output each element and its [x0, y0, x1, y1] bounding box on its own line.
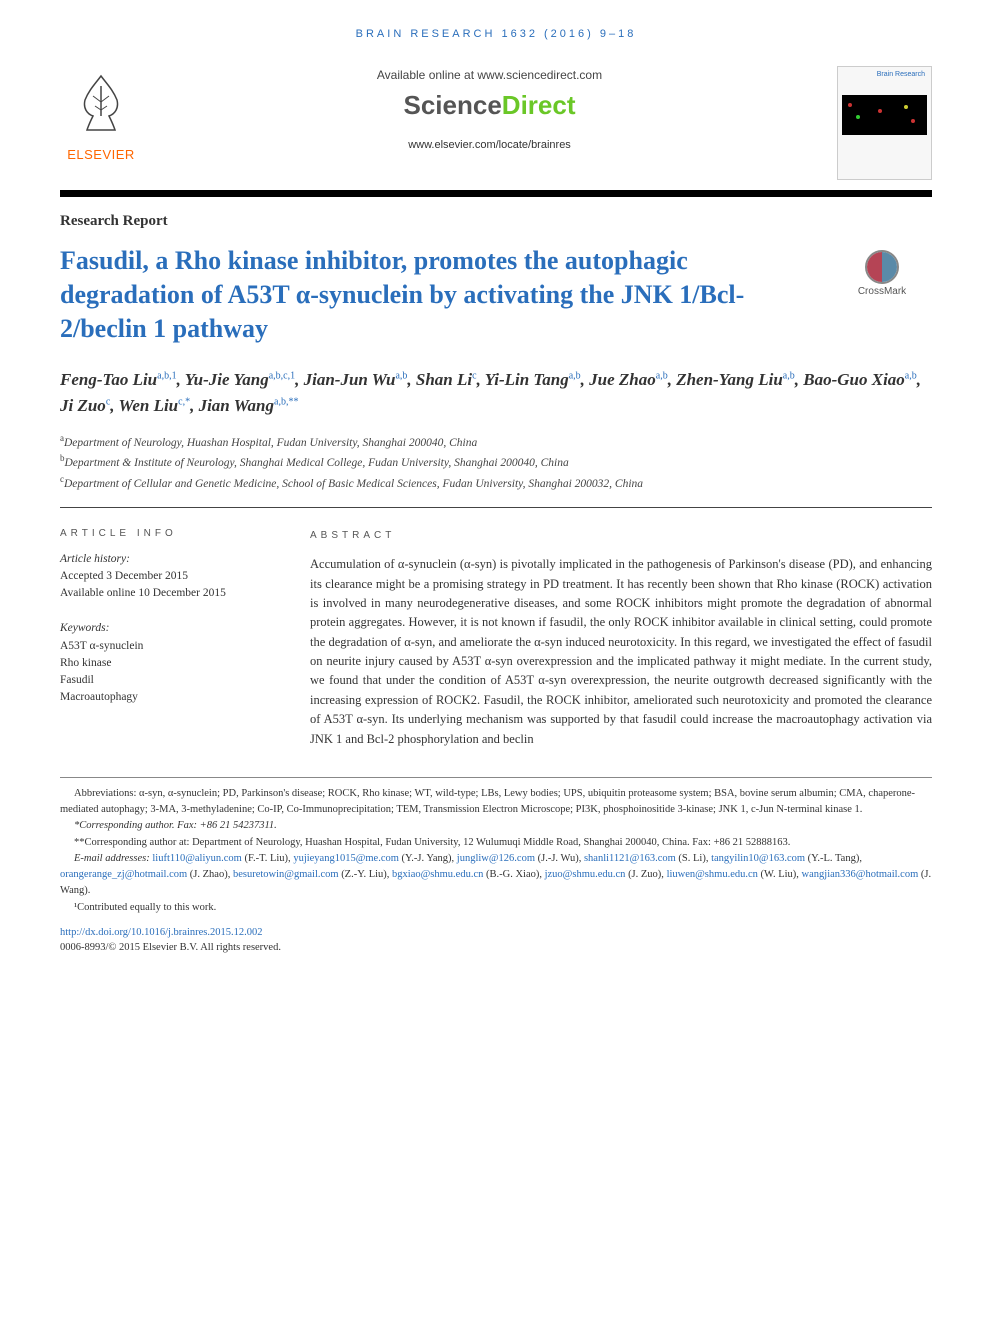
cover-journal-title: Brain Research [877, 71, 925, 78]
sciencedirect-logo: ScienceDirect [160, 90, 819, 121]
available-online-line: Available online at www.sciencedirect.co… [160, 68, 819, 82]
abstract-heading: ABSTRACT [310, 528, 932, 544]
email-link[interactable]: liuft110@aliyun.com [152, 853, 241, 864]
keyword: Fasudil [60, 672, 280, 689]
email-link[interactable]: bgxiao@shmu.edu.cn [392, 869, 483, 880]
email-link[interactable]: wangjian336@hotmail.com [802, 869, 919, 880]
affiliations: aDepartment of Neurology, Huashan Hospit… [60, 432, 932, 492]
article-history: Article history: Accepted 3 December 201… [60, 551, 280, 603]
info-abstract-row: ARTICLE INFO Article history: Accepted 3… [60, 528, 932, 749]
copyright-line: 0006-8993/© 2015 Elsevier B.V. All right… [60, 941, 932, 956]
doi-copyright: http://dx.doi.org/10.1016/j.brainres.201… [60, 926, 932, 955]
email-link[interactable]: tangyilin10@163.com [711, 853, 805, 864]
elsevier-wordmark: ELSEVIER [60, 147, 142, 162]
title-row: Fasudil, a Rho kinase inhibitor, promote… [60, 244, 932, 345]
sd-logo-right: Direct [502, 90, 576, 120]
journal-cover: Brain Research [837, 66, 932, 180]
abstract-text: Accumulation of α-synuclein (α-syn) is p… [310, 555, 932, 749]
journal-homepage-url: www.elsevier.com/locate/brainres [160, 139, 819, 151]
email-link[interactable]: orangerange_zj@hotmail.com [60, 869, 187, 880]
keywords-label: Keywords: [60, 620, 280, 637]
footnotes: Abbreviations: α-syn, α-synuclein; PD, P… [60, 786, 932, 916]
running-head: BRAIN RESEARCH 1632 (2016) 9–18 [60, 28, 932, 40]
corresponding-author-1: *Corresponding author. Fax: +86 21 54237… [60, 818, 932, 834]
email-link[interactable]: yujieyang1015@me.com [293, 853, 399, 864]
accepted-date: Accepted 3 December 2015 [60, 568, 280, 585]
email-link[interactable]: jungliw@126.com [457, 853, 535, 864]
abstract-column: ABSTRACT Accumulation of α-synuclein (α-… [310, 528, 932, 749]
keywords-block: Keywords: A53T α-synucleinRho kinaseFasu… [60, 620, 280, 706]
elsevier-logo: ELSEVIER [60, 66, 142, 162]
crossmark-icon [865, 250, 899, 284]
crossmark-badge[interactable]: CrossMark [832, 244, 932, 345]
doi-link[interactable]: http://dx.doi.org/10.1016/j.brainres.201… [60, 927, 263, 938]
masthead: ELSEVIER Available online at www.science… [60, 66, 932, 180]
masthead-center: Available online at www.sciencedirect.co… [160, 66, 819, 151]
header-rule [60, 190, 932, 197]
elsevier-tree-icon [65, 66, 137, 138]
email-link[interactable]: besuretowin@gmail.com [233, 869, 339, 880]
affiliation: bDepartment & Institute of Neurology, Sh… [60, 452, 932, 472]
crossmark-label: CrossMark [832, 286, 932, 297]
email-link[interactable]: shanli1121@163.com [584, 853, 676, 864]
keyword: Macroautophagy [60, 689, 280, 706]
footnote-rule [60, 777, 932, 778]
journal-cover-image: Brain Research [837, 66, 932, 180]
article-info-heading: ARTICLE INFO [60, 528, 280, 539]
email-link[interactable]: jzuo@shmu.edu.cn [545, 869, 626, 880]
email-link[interactable]: liuwen@shmu.edu.cn [667, 869, 758, 880]
equal-contribution: ¹Contributed equally to this work. [60, 900, 932, 916]
keyword: A53T α-synuclein [60, 638, 280, 655]
abbreviations: Abbreviations: α-syn, α-synuclein; PD, P… [60, 786, 932, 819]
sd-logo-left: Science [404, 90, 502, 120]
article-title: Fasudil, a Rho kinase inhibitor, promote… [60, 244, 812, 345]
article-type: Research Report [60, 213, 932, 230]
article-info-column: ARTICLE INFO Article history: Accepted 3… [60, 528, 280, 749]
author-list: Feng-Tao Liua,b,1, Yu-Jie Yanga,b,c,1, J… [60, 367, 932, 418]
section-rule [60, 507, 932, 508]
email-addresses: E-mail addresses: liuft110@aliyun.com (F… [60, 851, 932, 900]
affiliation: aDepartment of Neurology, Huashan Hospit… [60, 432, 932, 452]
history-label: Article history: [60, 551, 280, 568]
affiliation: cDepartment of Cellular and Genetic Medi… [60, 473, 932, 493]
online-date: Available online 10 December 2015 [60, 585, 280, 602]
corresponding-author-2: **Corresponding author at: Department of… [60, 835, 932, 851]
keyword: Rho kinase [60, 655, 280, 672]
